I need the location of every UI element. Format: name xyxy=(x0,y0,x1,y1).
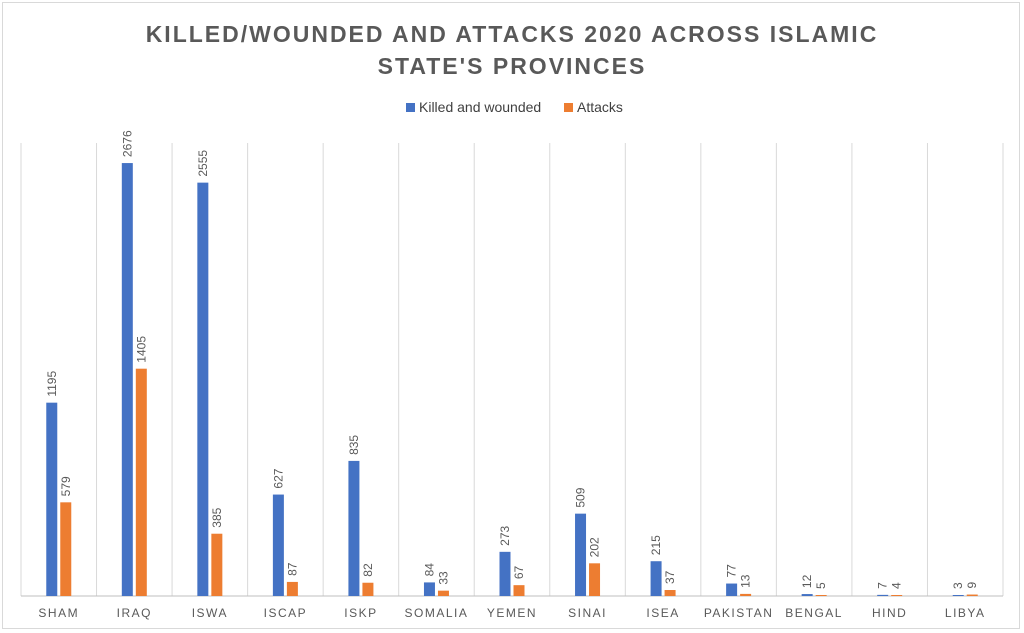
data-label: 13 xyxy=(739,574,753,588)
data-label: 385 xyxy=(210,507,224,527)
data-label: 82 xyxy=(361,563,375,577)
x-tick-label: PAKISTAN xyxy=(704,606,774,620)
bar-attacks xyxy=(815,595,827,596)
x-tick-label: SOMALIA xyxy=(405,606,469,620)
bar-attacks xyxy=(135,368,147,596)
bar-killed-wounded xyxy=(575,513,587,596)
legend-label: Attacks xyxy=(577,99,623,115)
data-label: 835 xyxy=(347,435,361,455)
bar-killed-wounded xyxy=(650,561,662,596)
data-label: 509 xyxy=(574,487,588,507)
data-label: 33 xyxy=(436,571,450,585)
chart-gridlines xyxy=(20,143,1004,597)
x-tick-label: IRAQ xyxy=(117,606,152,620)
data-label: 87 xyxy=(285,562,299,576)
chart-title-line: STATE'S PROVINCES xyxy=(378,53,647,79)
legend-label: Killed and wounded xyxy=(419,99,541,115)
bar-attacks xyxy=(362,582,374,596)
bar-attacks xyxy=(286,581,298,596)
x-tick-label: ISKP xyxy=(344,606,377,620)
data-label: 202 xyxy=(588,537,602,557)
data-label: 4 xyxy=(890,582,904,589)
x-tick-label: HIND xyxy=(872,606,907,620)
bar-killed-wounded xyxy=(272,494,284,596)
bar-attacks xyxy=(437,590,449,596)
bar-killed-wounded xyxy=(877,594,889,596)
bar-attacks xyxy=(664,590,676,596)
x-tick-label: SINAI xyxy=(568,606,607,620)
x-tick-label: BENGAL xyxy=(785,606,843,620)
data-label: 627 xyxy=(271,468,285,488)
data-label: 67 xyxy=(512,565,526,579)
data-label: 215 xyxy=(649,535,663,555)
bar-killed-wounded xyxy=(197,182,209,596)
chart-title-line: KILLED/WOUNDED AND ATTACKS 2020 ACROSS I… xyxy=(146,21,879,47)
bar-killed-wounded xyxy=(423,582,435,596)
bar-killed-wounded xyxy=(801,594,813,596)
x-tick-label: SHAM xyxy=(38,606,79,620)
data-label: 77 xyxy=(725,564,739,578)
x-axis: SHAM IRAQ ISWA ISCAP ISKP SOMALIA YEMEN SINAI IS… xyxy=(38,606,986,620)
data-label: 1405 xyxy=(134,336,148,363)
data-label: 37 xyxy=(663,570,677,584)
data-label: 12 xyxy=(800,574,814,588)
bar-killed-wounded xyxy=(952,595,964,596)
x-tick-label: ISWA xyxy=(192,606,228,620)
bar-killed-wounded xyxy=(726,583,738,596)
bar-attacks xyxy=(589,563,601,596)
legend-swatch xyxy=(564,103,573,112)
bar-attacks xyxy=(891,595,903,596)
bar-attacks xyxy=(211,533,223,596)
chart-bars xyxy=(46,163,978,596)
legend-swatch xyxy=(406,103,415,112)
data-label: 2555 xyxy=(196,150,210,177)
data-label: 5 xyxy=(814,582,828,589)
data-label: 3 xyxy=(951,582,965,589)
x-tick-label: ISEA xyxy=(646,606,679,620)
data-label: 9 xyxy=(965,582,979,589)
chart-legend: Killed and wounded Attacks xyxy=(406,99,623,115)
data-label: 2676 xyxy=(120,130,134,157)
bar-killed-wounded xyxy=(348,460,360,596)
data-label: 7 xyxy=(876,582,890,589)
data-label: 579 xyxy=(59,476,73,496)
bar-attacks xyxy=(60,502,72,596)
data-label: 273 xyxy=(498,525,512,545)
data-label: 84 xyxy=(422,563,436,577)
bar-killed-wounded xyxy=(499,551,511,596)
x-tick-label: YEMEN xyxy=(487,606,537,620)
bar-attacks xyxy=(966,594,978,596)
bar-killed-wounded xyxy=(46,402,58,596)
bar-killed-wounded xyxy=(121,163,133,596)
chart-title: KILLED/WOUNDED AND ATTACKS 2020 ACROSS I… xyxy=(146,21,879,79)
data-label: 1195 xyxy=(45,371,59,397)
bar-attacks xyxy=(740,593,752,596)
x-tick-label: ISCAP xyxy=(264,606,308,620)
x-tick-label: LIBYA xyxy=(945,606,986,620)
bar-attacks xyxy=(513,585,525,596)
